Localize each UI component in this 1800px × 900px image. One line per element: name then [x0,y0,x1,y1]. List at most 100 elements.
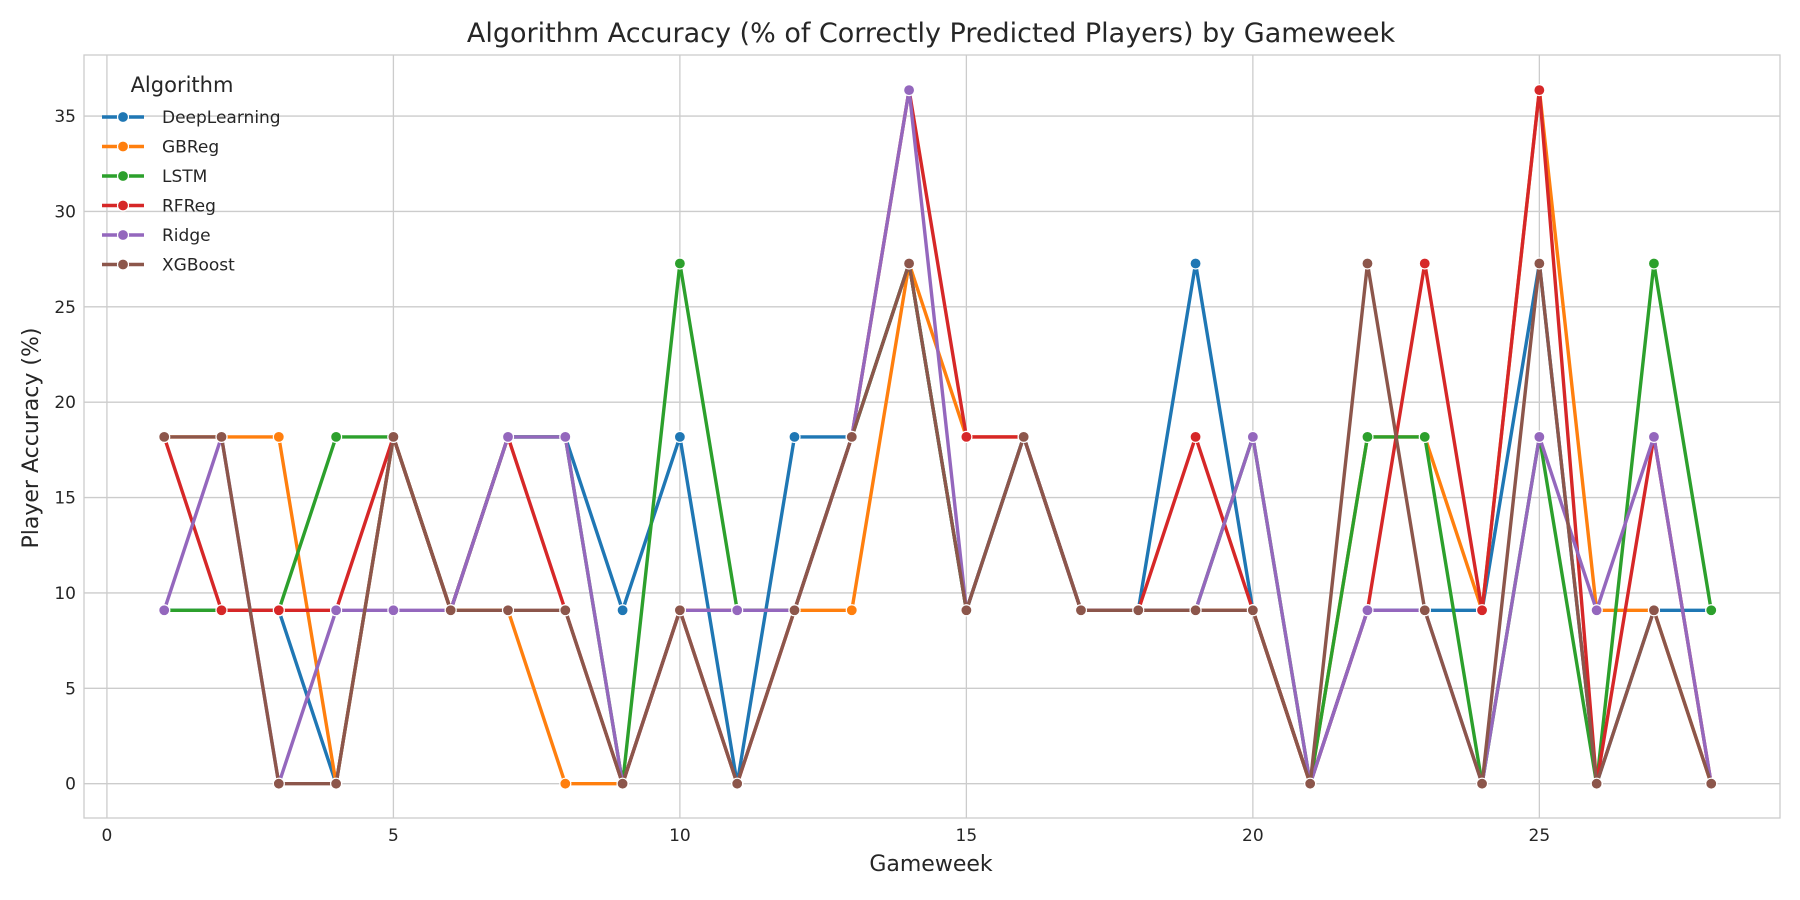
data-point [731,604,744,617]
y-tick-label: 25 [54,298,76,318]
series-group [158,83,1718,790]
legend-label: LSTM [162,167,207,187]
legend-label: DeepLearning [162,108,281,128]
legend-label: Ridge [162,226,211,246]
data-point [330,777,343,790]
series-xgboost [158,257,1718,790]
legend-item: LSTM [102,167,207,187]
data-point [1074,604,1088,617]
legend-marker [116,258,130,271]
data-point [1361,430,1374,443]
data-point [902,83,916,97]
legend-item: GBReg [102,138,219,158]
data-point [1533,83,1546,97]
series-line [162,261,1713,786]
plot-frame [83,54,1781,819]
data-point [272,777,285,790]
x-tick-label: 5 [388,826,399,846]
data-point [215,604,228,617]
data-point [845,604,858,617]
data-point [902,257,916,270]
y-tick-label: 20 [54,393,76,413]
data-point [788,430,801,443]
legend-marker [116,228,130,242]
x-tick-label: 15 [956,826,978,846]
legend: Algorithm DeepLearning GBReg LSTM RFReg Ridg… [102,73,281,276]
data-point [272,604,285,617]
data-point [1418,604,1431,617]
legend-item: DeepLearning [102,108,281,128]
data-point [731,777,744,790]
data-point [1590,604,1603,617]
data-point [387,604,400,617]
y-tick-label: 0 [65,775,76,795]
data-point [1533,257,1546,270]
x-tick-label: 10 [669,826,691,846]
y-tick-label: 35 [54,107,76,127]
data-point [1533,430,1546,443]
x-tick-label: 0 [102,826,113,846]
x-tick-label: 25 [1529,826,1551,846]
data-point [788,604,801,617]
data-point [1647,430,1661,443]
data-point [444,604,457,617]
data-point [616,777,629,790]
legend-marker [116,110,130,124]
data-point [673,604,686,617]
data-point [1361,604,1374,617]
y-axis-label: Player Accuracy (%) [19,328,44,549]
data-point [1246,430,1259,443]
data-point [960,604,973,617]
data-point [1705,777,1718,790]
data-point [1132,604,1145,617]
legend-label: GBReg [162,138,219,158]
y-tick-label: 30 [54,202,76,222]
data-point [559,777,572,790]
chart-title: Algorithm Accuracy (% of Correctly Predi… [467,18,1396,49]
y-tick-label: 5 [65,679,76,699]
legend-title: Algorithm [131,73,234,97]
legend-marker [116,169,130,183]
tick-labels: 0 5 10 15 20 25 0 5 10 15 20 25 30 35 [54,107,1550,846]
data-point [1017,430,1030,443]
data-point [330,430,343,443]
data-point [1418,430,1431,443]
data-point [673,257,686,270]
data-point [215,430,228,443]
legend-label: RFReg [162,197,216,217]
data-point [1361,257,1374,270]
data-point [158,430,171,443]
data-point [616,604,629,617]
data-point [960,430,973,443]
legend-marker [116,140,130,153]
data-point [1647,257,1661,270]
data-point [1705,604,1718,617]
legend-item: Ridge [102,226,211,246]
legend-item: RFReg [102,197,216,217]
data-point [1189,430,1202,443]
y-tick-label: 15 [54,489,76,509]
x-axis-label: Gameweek [869,852,993,877]
data-point [1304,777,1317,790]
data-point [559,604,572,617]
data-point [1189,604,1202,617]
data-point [272,430,285,443]
data-point [330,604,343,617]
data-point [845,430,858,443]
data-point [501,604,515,617]
legend-marker [116,199,130,212]
y-tick-label: 10 [54,584,76,604]
data-point [158,604,171,617]
x-tick-label: 20 [1242,826,1264,846]
data-point [1189,257,1202,270]
data-point [1246,604,1259,617]
legend-item: XGBoost [102,256,235,276]
data-point [673,430,686,443]
data-point [1647,604,1661,617]
data-point [501,430,515,443]
legend-label: XGBoost [162,256,235,276]
data-point [1418,257,1431,270]
data-point [1590,777,1603,790]
